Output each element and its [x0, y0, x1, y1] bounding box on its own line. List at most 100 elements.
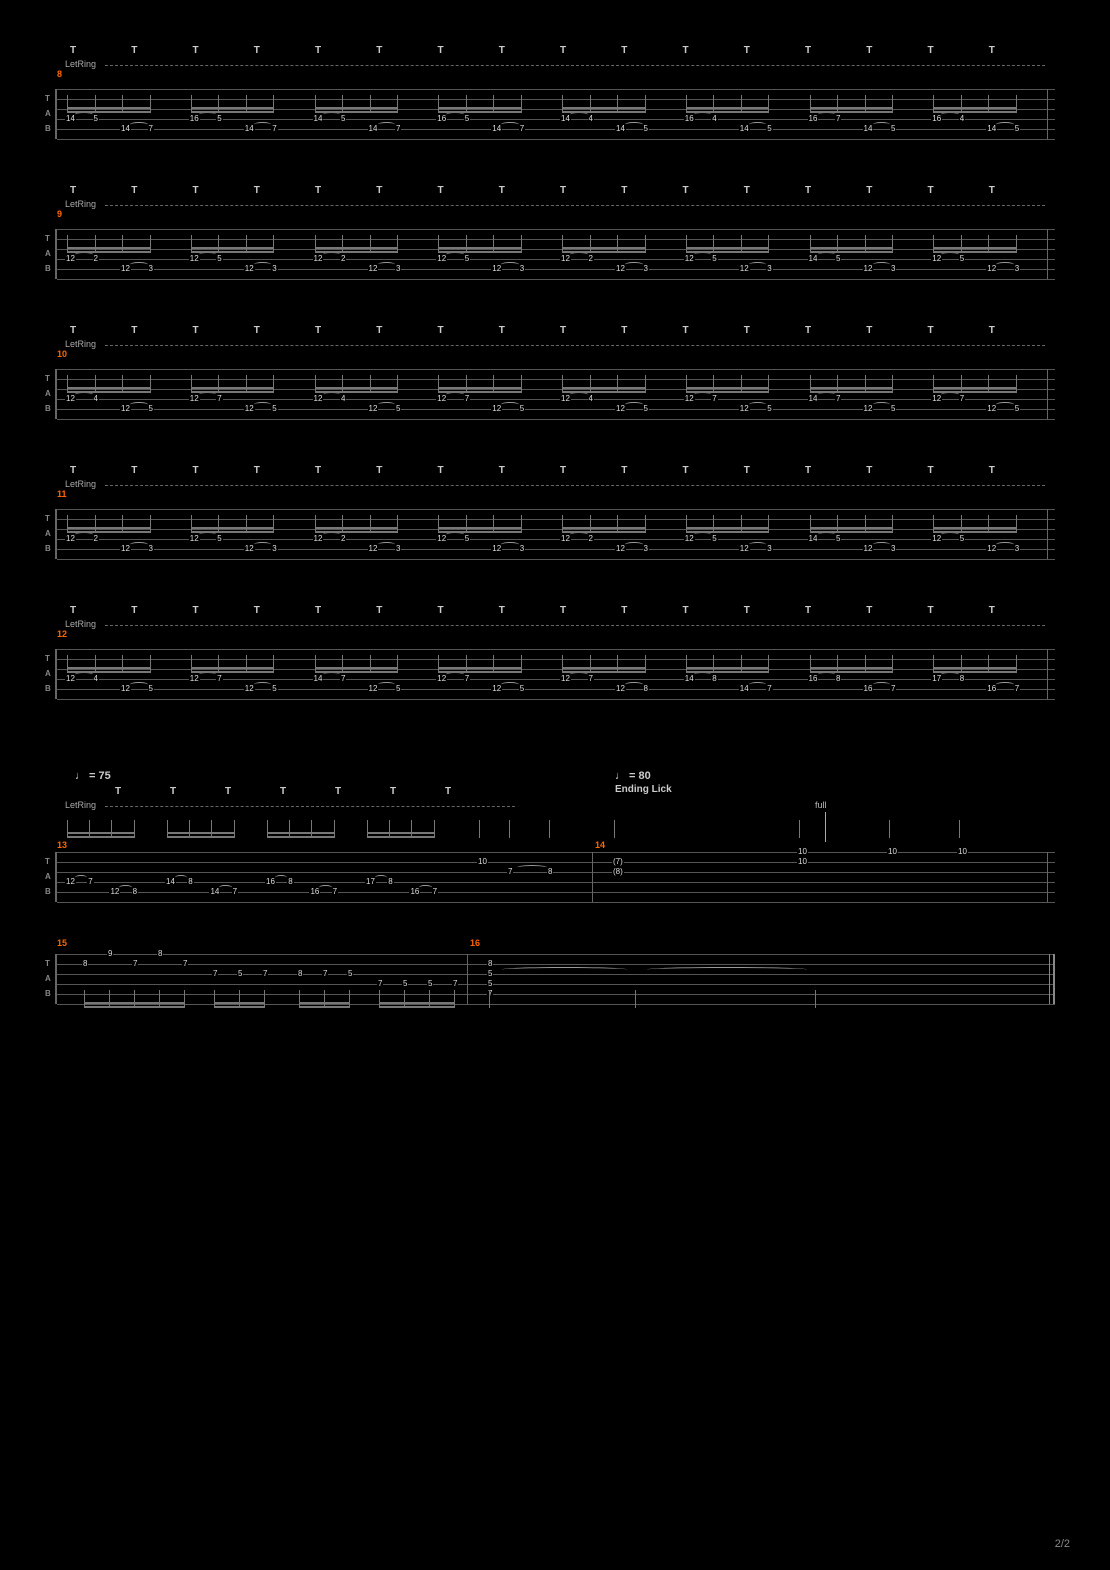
let-ring-label: LetRing — [65, 479, 96, 489]
tab-clef-label: T — [45, 654, 50, 663]
tapping-mark: T — [315, 465, 321, 476]
measure-number: 15 — [57, 938, 67, 948]
fret-number: 7 — [212, 970, 218, 978]
tapping-mark: T — [193, 465, 199, 476]
tapping-mark: T — [560, 605, 566, 616]
fret-number: 8 — [297, 970, 303, 978]
tapping-mark: T — [805, 325, 811, 336]
tapping-mark: T — [193, 325, 199, 336]
fret-number: 8 — [187, 878, 193, 886]
tapping-mark: T — [335, 786, 341, 797]
tapping-mark: T — [683, 45, 689, 56]
fret-number: 5 — [148, 405, 154, 413]
tab-clef-label: T — [45, 234, 50, 243]
tapping-mark: T — [70, 325, 76, 336]
tab-clef-label: B — [45, 989, 51, 998]
tab-clef-label: T — [45, 94, 50, 103]
tab-staff: TAB1271281481471681671781671078(7)(8)101… — [55, 852, 1055, 902]
fret-number: 5 — [395, 685, 401, 693]
let-ring-label: LetRing — [65, 619, 96, 629]
measure-system: TTTTTTTTTTTTTTTTLetRing9TAB1221231251231… — [55, 185, 1055, 279]
fret-number: 5 — [148, 685, 154, 693]
tapping-mark: T — [131, 45, 137, 56]
measure-system: ♩ = 75♩ = 80Ending LickTTTTTTTLetRingful… — [55, 770, 1055, 902]
tapping-mark: T — [499, 465, 505, 476]
tapping-mark: T — [805, 605, 811, 616]
bend-label: full — [815, 800, 827, 810]
tab-clef-label: A — [45, 669, 51, 678]
tapping-mark: T — [499, 325, 505, 336]
fret-number: 8 — [82, 960, 88, 968]
let-ring-label: LetRing — [65, 199, 96, 209]
tab-clef-label: T — [45, 857, 50, 866]
fret-number: 8 — [643, 685, 649, 693]
tapping-mark: T — [560, 325, 566, 336]
fret-number: 8 — [132, 888, 138, 896]
tab-clef-label: T — [45, 514, 50, 523]
fret-number: 5 — [271, 405, 277, 413]
tab-clef-label: B — [45, 887, 51, 896]
fret-number: 3 — [395, 265, 401, 273]
tapping-mark: T — [193, 45, 199, 56]
measure-system: 1516TAB8978775787575578557 — [55, 940, 1055, 1004]
tapping-mark: T — [621, 185, 627, 196]
fret-number: 10 — [477, 858, 488, 866]
tapping-mark: T — [131, 325, 137, 336]
measure-number: 10 — [57, 349, 67, 359]
fret-number: 5 — [519, 405, 525, 413]
tapping-mark: T — [866, 325, 872, 336]
fret-number: 8 — [547, 868, 553, 876]
tab-clef-label: B — [45, 404, 51, 413]
tapping-mark: T — [131, 185, 137, 196]
tapping-mark: T — [376, 465, 382, 476]
fret-number: 5 — [487, 970, 493, 978]
tapping-mark: T — [170, 786, 176, 797]
fret-number: 5 — [271, 685, 277, 693]
fret-number: 5 — [237, 970, 243, 978]
tapping-mark: T — [315, 185, 321, 196]
tapping-mark: T — [744, 45, 750, 56]
tapping-mark: T — [928, 465, 934, 476]
tapping-mark: T — [989, 185, 995, 196]
fret-number: 16 — [863, 685, 874, 693]
fret-number: 10 — [797, 858, 808, 866]
fret-number: 5 — [766, 125, 772, 133]
fret-number: 5 — [1014, 405, 1020, 413]
fret-number: 5 — [766, 405, 772, 413]
fret-number: 7 — [452, 980, 458, 988]
tapping-mark: T — [621, 45, 627, 56]
tapping-mark: T — [621, 325, 627, 336]
tab-clef-label: B — [45, 264, 51, 273]
tapping-mark: T — [376, 185, 382, 196]
tapping-mark: T — [70, 465, 76, 476]
measure-system: TTTTTTTTTTTTTTTTLetRing11TAB122123125123… — [55, 465, 1055, 559]
tapping-mark: T — [376, 325, 382, 336]
tapping-mark: T — [866, 185, 872, 196]
tapping-mark: T — [193, 185, 199, 196]
fret-number: 7 — [232, 888, 238, 896]
tapping-mark: T — [499, 185, 505, 196]
fret-number: 7 — [271, 125, 277, 133]
fret-number: 3 — [148, 545, 154, 553]
measure-number: 11 — [57, 489, 67, 499]
fret-number: 7 — [395, 125, 401, 133]
fret-number: 3 — [519, 545, 525, 553]
fret-number: 5 — [519, 685, 525, 693]
tapping-mark: T — [744, 185, 750, 196]
tapping-mark: T — [115, 786, 121, 797]
let-ring-label: LetRing — [65, 339, 96, 349]
fret-number: 3 — [766, 545, 772, 553]
tapping-mark: T — [928, 45, 934, 56]
final-barline — [1049, 954, 1055, 1004]
tab-clef-label: A — [45, 529, 51, 538]
tapping-mark: T — [438, 465, 444, 476]
tempo-marking: ♩ = 80 — [615, 770, 651, 782]
tapping-mark: T — [315, 45, 321, 56]
tapping-mark: T — [225, 786, 231, 797]
tapping-mark: T — [683, 185, 689, 196]
fret-number: 12 — [863, 545, 874, 553]
fret-number: 7 — [148, 125, 154, 133]
tapping-mark: T — [989, 45, 995, 56]
fret-number: 3 — [643, 545, 649, 553]
fret-number: 7 — [519, 125, 525, 133]
